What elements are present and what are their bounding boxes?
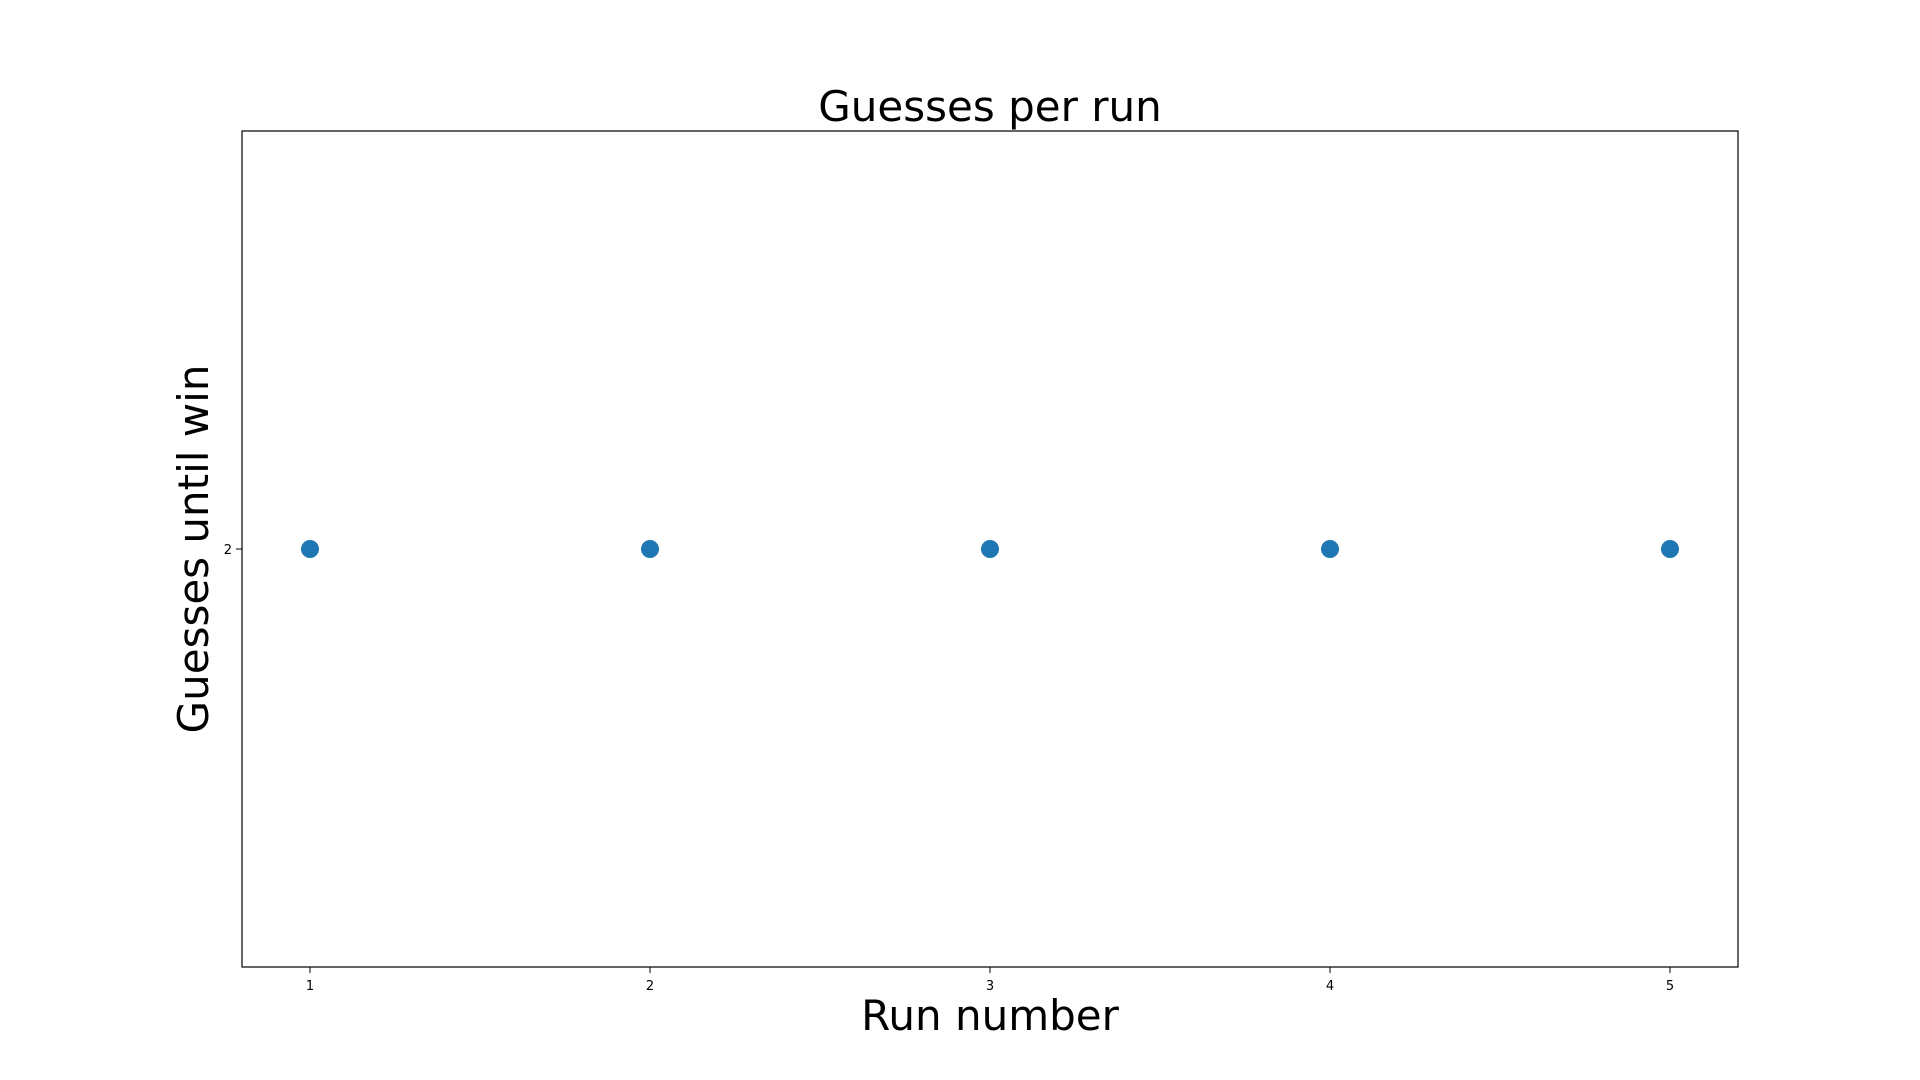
x-axis-label: Run number (861, 991, 1120, 1040)
data-point (981, 540, 999, 558)
x-tick-label: 2 (646, 979, 654, 994)
x-axis-ticks: 1 2 3 4 5 (306, 967, 1674, 994)
data-point (641, 540, 659, 558)
x-tick-label: 3 (986, 979, 994, 994)
data-points (301, 540, 1679, 558)
data-point (301, 540, 319, 558)
x-tick-label: 4 (1326, 979, 1334, 994)
y-axis-label: Guesses until win (169, 365, 218, 734)
chart-title: Guesses per run (818, 82, 1161, 131)
x-tick-label: 5 (1666, 979, 1674, 994)
y-tick-label: 2 (224, 543, 232, 558)
y-axis-ticks: 2 (224, 543, 242, 558)
x-tick-label: 1 (306, 979, 314, 994)
data-point (1661, 540, 1679, 558)
data-point (1321, 540, 1339, 558)
